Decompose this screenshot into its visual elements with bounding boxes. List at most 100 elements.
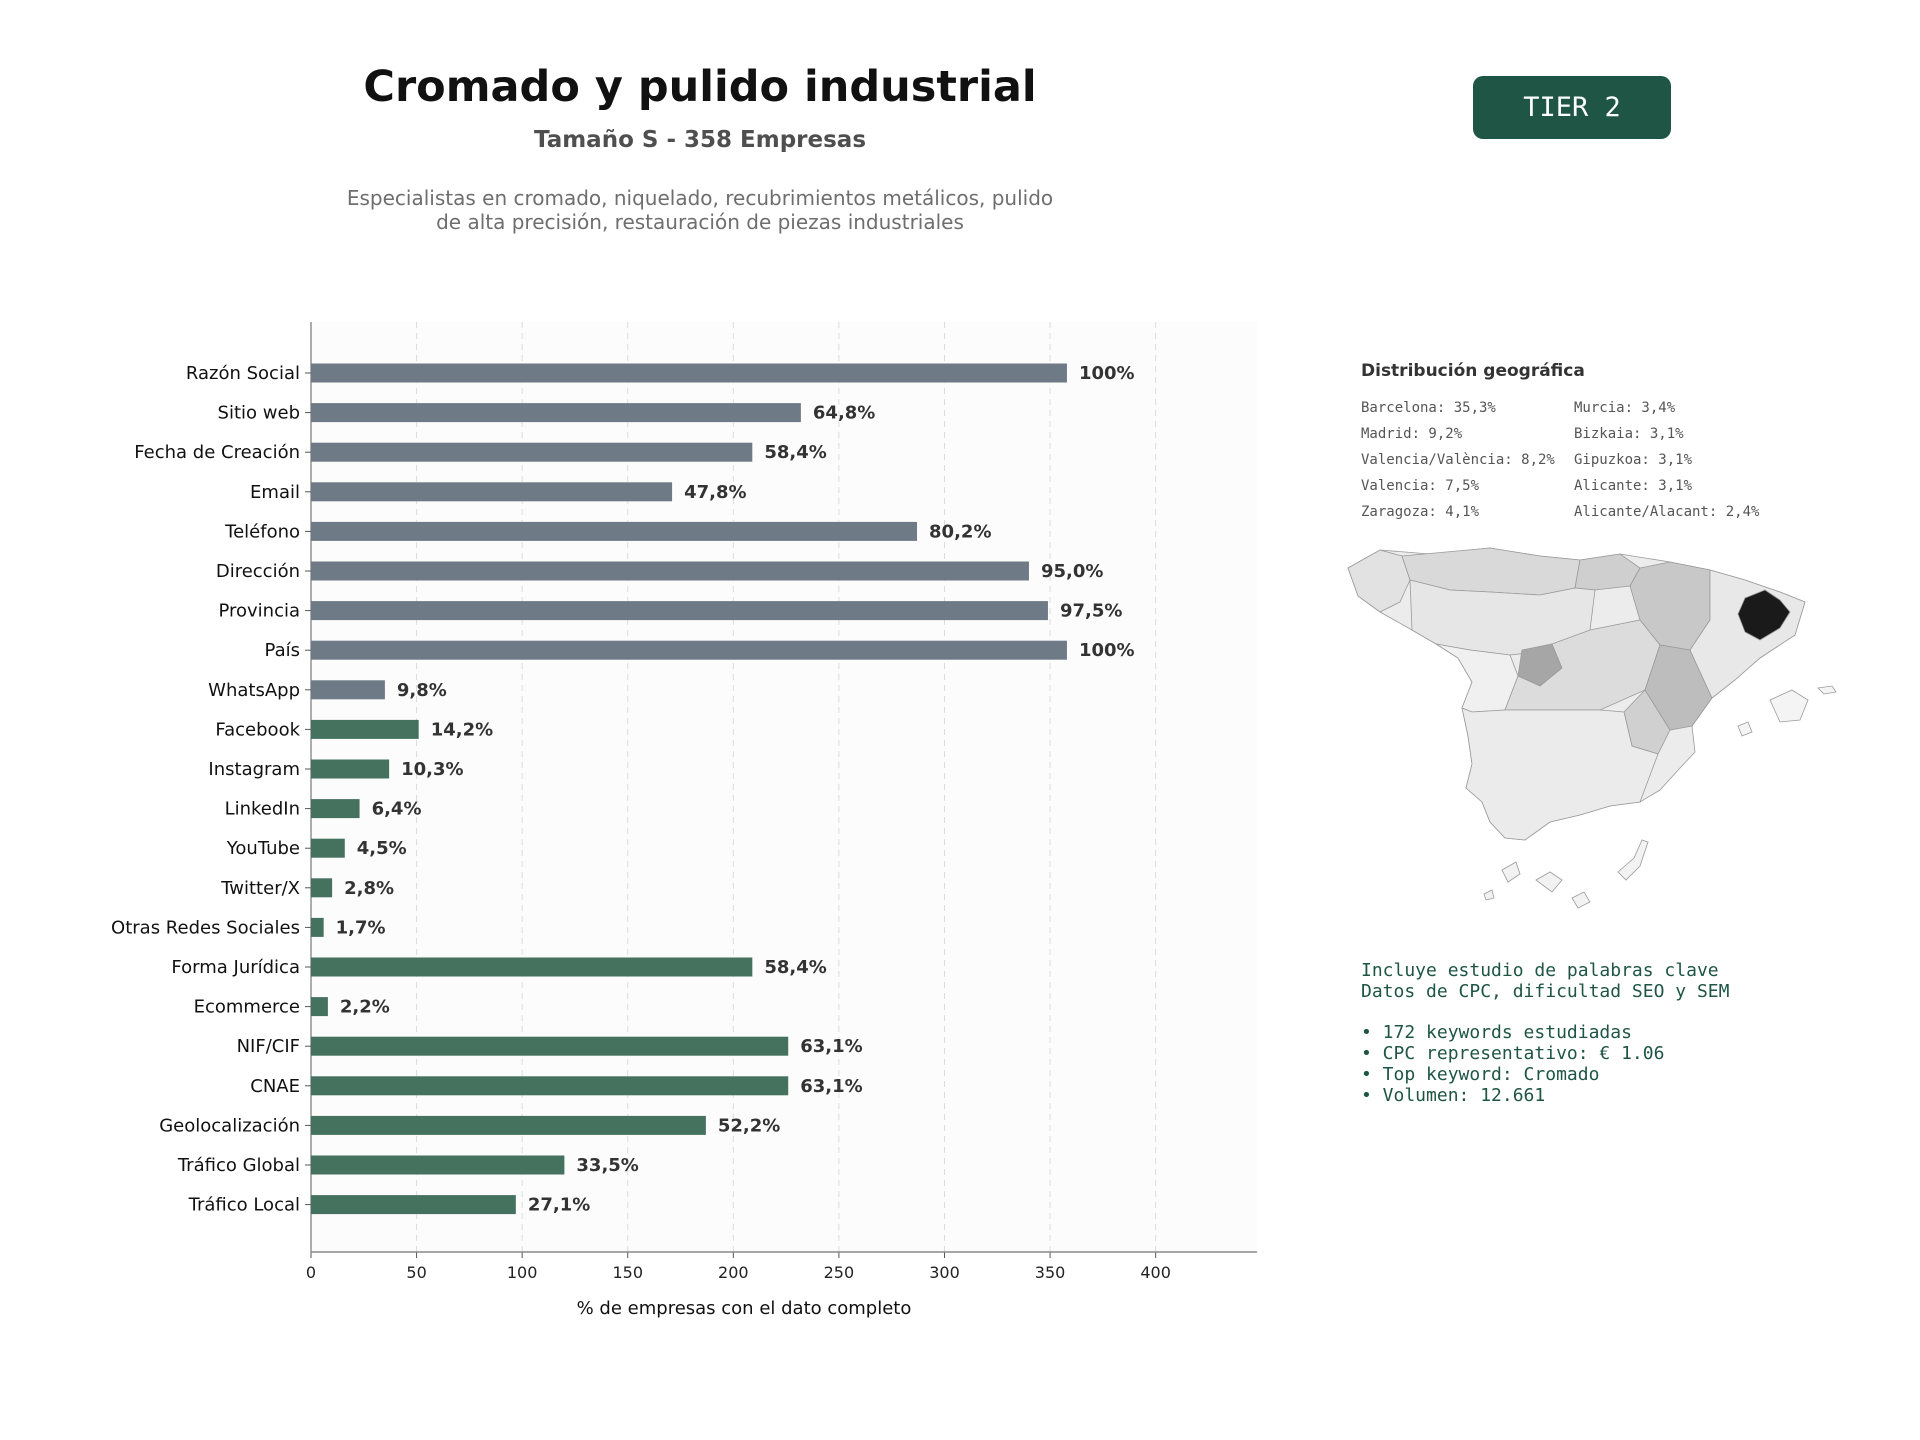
- geo-item: Bizkaia: 3,1%: [1574, 426, 1684, 442]
- sector-description: Especialistas en cromado, niquelado, rec…: [300, 186, 1100, 234]
- y-tick-label: Ecommerce: [194, 997, 300, 1018]
- y-tick-label: Fecha de Creación: [134, 442, 300, 463]
- bar: [311, 680, 385, 700]
- y-tick-label: Otras Redes Sociales: [111, 917, 300, 938]
- x-tick-label: 50: [406, 1263, 426, 1282]
- keyword-spacer: [1361, 1002, 1729, 1022]
- x-tick-label: 300: [929, 1263, 960, 1282]
- bar: [311, 1076, 789, 1096]
- map-region-extremadura: [1435, 643, 1519, 713]
- data-label: 52,2%: [718, 1115, 780, 1136]
- y-tick-label: CNAE: [250, 1076, 300, 1097]
- y-tick-label: País: [265, 640, 300, 661]
- page-title: Cromado y pulido industrial: [363, 62, 1037, 112]
- map-canarias-5: [1483, 889, 1495, 901]
- data-label: 58,4%: [764, 957, 826, 978]
- map-canarias-1: [1501, 861, 1521, 883]
- y-tick-label: Provincia: [218, 601, 300, 622]
- map-baleares-2: [1817, 685, 1837, 695]
- geo-item: Madrid: 9,2%: [1361, 426, 1463, 442]
- bar: [311, 403, 801, 423]
- keyword-line: Incluye estudio de palabras clave: [1361, 960, 1719, 981]
- description-line: Especialistas en cromado, niquelado, rec…: [346, 186, 1054, 210]
- y-tick-label: Forma Jurídica: [171, 957, 300, 978]
- keyword-line: Datos de CPC, dificultad SEO y SEM: [1361, 981, 1730, 1002]
- data-label: 1,7%: [336, 917, 386, 938]
- bar: [311, 759, 390, 779]
- y-tick-label: LinkedIn: [225, 799, 300, 820]
- geo-item: Murcia: 3,4%: [1574, 400, 1676, 416]
- bar: [311, 561, 1029, 581]
- page-subtitle: Tamaño S - 358 Empresas: [533, 127, 867, 153]
- data-label: 95,0%: [1041, 561, 1103, 582]
- map-canarias-4: [1617, 839, 1649, 881]
- map-canarias-2: [1535, 871, 1563, 893]
- data-label: 9,8%: [397, 680, 447, 701]
- y-tick-label: Instagram: [208, 759, 300, 780]
- keyword-bullet: • Top keyword: Cromado: [1361, 1064, 1600, 1085]
- y-tick-label: Facebook: [215, 719, 300, 740]
- bar: [311, 917, 324, 937]
- x-tick-label: 100: [507, 1263, 538, 1282]
- y-tick-label: Email: [250, 482, 300, 503]
- x-tick-label: 150: [612, 1263, 643, 1282]
- y-tick-label: NIF/CIF: [237, 1036, 300, 1057]
- bar: [311, 719, 419, 739]
- bar: [311, 799, 360, 819]
- data-label: 6,4%: [372, 799, 422, 820]
- data-label: 97,5%: [1060, 601, 1122, 622]
- x-tick-label: 250: [824, 1263, 855, 1282]
- data-label: 47,8%: [684, 482, 746, 503]
- data-label: 63,1%: [800, 1036, 862, 1057]
- map-canarias-3: [1571, 891, 1591, 909]
- keyword-bullet: • CPC representativo: € 1.06: [1361, 1043, 1665, 1064]
- data-label: 14,2%: [431, 719, 493, 740]
- y-tick-label: Sitio web: [218, 403, 300, 424]
- data-label: 64,8%: [813, 403, 875, 424]
- bar: [311, 957, 753, 977]
- y-tick-label: Tráfico Local: [188, 1195, 300, 1216]
- map-region-andalucia: [1461, 707, 1659, 841]
- plot-area: [311, 322, 1257, 1252]
- data-label: 100%: [1079, 363, 1135, 384]
- data-label: 4,5%: [357, 838, 407, 859]
- geo-item: Valencia: 7,5%: [1361, 478, 1480, 494]
- x-axis-label: % de empresas con el dato completo: [577, 1298, 912, 1319]
- bar: [311, 1036, 789, 1056]
- geo-item: Valencia/València: 8,2%: [1361, 452, 1555, 468]
- tier-badge: TIER 2: [1473, 76, 1671, 139]
- bar: [311, 1115, 706, 1135]
- data-label: 27,1%: [528, 1195, 590, 1216]
- map-region-galicia: [1347, 549, 1411, 613]
- geo-column-left: Barcelona: 35,3% Madrid: 9,2% Valencia/V…: [1361, 399, 1555, 529]
- data-label: 100%: [1079, 640, 1135, 661]
- bar: [311, 442, 753, 462]
- geo-distribution-title: Distribución geográfica: [1361, 361, 1585, 381]
- map-province-barcelona: [1737, 589, 1791, 641]
- bar: [311, 1195, 516, 1215]
- data-label: 63,1%: [800, 1076, 862, 1097]
- data-label: 58,4%: [764, 442, 826, 463]
- field-completeness-bar-chart: 0 50 100 150 200 250 300 350 400 Razón Social 100%…: [111, 322, 1257, 1319]
- keyword-study-info: Incluye estudio de palabras clave Datos …: [1361, 960, 1729, 1106]
- y-tick-label: Twitter/X: [220, 878, 300, 899]
- x-tick-label: 200: [718, 1263, 749, 1282]
- map-baleares-3: [1737, 721, 1753, 737]
- data-label: 2,8%: [344, 878, 394, 899]
- y-tick-label: Teléfono: [224, 521, 300, 542]
- x-tick-label: 350: [1035, 1263, 1066, 1282]
- y-tick-label: Dirección: [216, 561, 300, 582]
- data-label: 33,5%: [576, 1155, 638, 1176]
- data-label: 2,2%: [340, 997, 390, 1018]
- bar: [311, 640, 1067, 660]
- description-line: de alta precisión, restauración de pieza…: [436, 210, 964, 234]
- x-tick-label: 400: [1140, 1263, 1171, 1282]
- geo-item: Zaragoza: 4,1%: [1361, 504, 1480, 520]
- data-label: 10,3%: [401, 759, 463, 780]
- data-label: 80,2%: [929, 521, 991, 542]
- bar: [311, 838, 345, 858]
- geo-item: Gipuzkoa: 3,1%: [1574, 452, 1693, 468]
- bar: [311, 482, 673, 502]
- y-tick-label: Tráfico Global: [177, 1155, 300, 1176]
- bar: [311, 1155, 565, 1175]
